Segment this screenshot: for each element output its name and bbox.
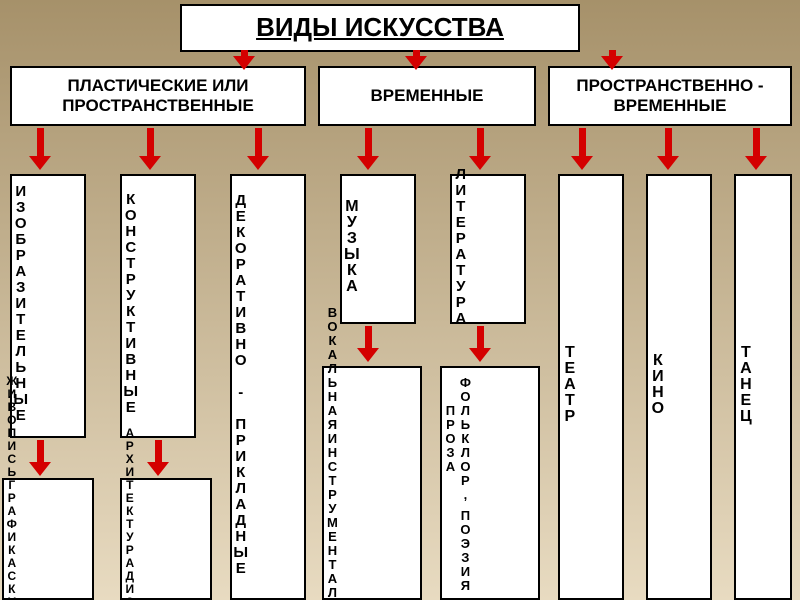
leaf-zhiv-label: ЖИВОПИСЬГРАФИКАСКУЛЬПТУРА <box>4 374 18 600</box>
arrow-shaft <box>155 440 162 462</box>
cat-spacetime-label: ПРОСТРАНСТВЕННО -ВРЕМЕННЫЕ <box>576 76 763 115</box>
leaf-dekor-label: ДЕКОРАТИВНО - ПРИКЛАДНЫЕ <box>232 192 249 576</box>
arrow-down-icon <box>469 128 491 170</box>
leaf-vokal: ВОКАЛЬНАЯИНСТРУМЕНТАЛЬНАЯ <box>322 366 422 600</box>
leaf-folk-line: ПОЭЗИЯ <box>442 508 472 592</box>
arrow-head <box>469 156 491 170</box>
cat-temporal-label: ВРЕМЕННЫЕ <box>371 86 484 106</box>
leaf-folk: ФОЛЬКЛОР, ПРОЗАПОЭЗИЯ <box>440 366 540 600</box>
arrow-shaft <box>37 440 44 462</box>
arrow-shaft <box>477 326 484 348</box>
arrow-down-icon <box>139 128 161 170</box>
arrow-head <box>147 462 169 476</box>
arrow-head <box>657 156 679 170</box>
arrow-down-icon <box>657 128 679 170</box>
cat-plastic-line: ПЛАСТИЧЕСКИЕ ИЛИ <box>62 76 254 96</box>
cat-plastic-line: ПРОСТРАНСТВЕННЫЕ <box>62 96 254 116</box>
cat-plastic: ПЛАСТИЧЕСКИЕ ИЛИПРОСТРАНСТВЕННЫЕ <box>10 66 306 126</box>
arrow-down-icon <box>29 440 51 476</box>
leaf-arch: АРХИТЕКТУРАДИЗАЙН <box>120 478 212 600</box>
arrow-down-icon <box>357 128 379 170</box>
leaf-zhiv: ЖИВОПИСЬГРАФИКАСКУЛЬПТУРА <box>2 478 94 600</box>
leaf-teatr-label: ТЕАТР <box>560 344 578 424</box>
leaf-teatr: ТЕАТР <box>558 174 624 600</box>
arrow-down-icon <box>469 326 491 362</box>
leaf-zhiv-line: ЖИВОПИСЬ <box>4 374 18 478</box>
leaf-zhiv-line: ГРАФИКА <box>4 478 18 569</box>
cat-temporal-line: ВРЕМЕННЫЕ <box>371 86 484 106</box>
leaf-muzyka-label: МУЗЫКА <box>342 198 360 294</box>
diagram-canvas: ВИДЫ ИСКУССТВАПЛАСТИЧЕСКИЕ ИЛИПРОСТРАНСТ… <box>0 0 800 600</box>
arrow-shaft <box>147 128 154 156</box>
arrow-shaft <box>255 128 262 156</box>
arrow-head <box>139 156 161 170</box>
leaf-zhiv-line: СКУЛЬПТУРА <box>4 569 18 600</box>
arrow-down-icon <box>247 128 269 170</box>
leaf-liter-label: ЛИТЕРАТУРА <box>452 166 469 326</box>
arrow-head <box>469 348 491 362</box>
leaf-vokal-line: ВОКАЛЬНАЯ <box>324 305 339 431</box>
leaf-liter: ЛИТЕРАТУРА <box>450 174 526 324</box>
cat-spacetime-line: ВРЕМЕННЫЕ <box>576 96 763 116</box>
leaf-tanec: ТАНЕЦ <box>734 174 792 600</box>
title-text: ВИДЫ ИСКУССТВА <box>256 13 504 43</box>
cat-temporal: ВРЕМЕННЫЕ <box>318 66 536 126</box>
arrow-down-icon <box>405 50 427 70</box>
arrow-shaft <box>753 128 760 156</box>
arrow-down-icon <box>745 128 767 170</box>
cat-spacetime-line: ПРОСТРАНСТВЕННО - <box>576 76 763 96</box>
arrow-down-icon <box>233 50 255 70</box>
arrow-shaft <box>365 326 372 348</box>
title-box: ВИДЫ ИСКУССТВА <box>180 4 580 52</box>
leaf-konstr-label: КОНСТРУКТИВНЫЕ <box>122 191 139 415</box>
leaf-dekor: ДЕКОРАТИВНО - ПРИКЛАДНЫЕ <box>230 174 306 600</box>
leaf-konstr: КОНСТРУКТИВНЫЕ <box>120 174 196 438</box>
leaf-vokal-label: ВОКАЛЬНАЯИНСТРУМЕНТАЛЬНАЯ <box>324 305 339 600</box>
leaf-folk-label: ФОЛЬКЛОР, ПРОЗАПОЭЗИЯ <box>442 368 472 592</box>
arrow-down-icon <box>571 128 593 170</box>
arrow-shaft <box>665 128 672 156</box>
arrow-down-icon <box>357 326 379 362</box>
leaf-folk-line: ФОЛЬКЛОР, ПРОЗА <box>442 368 472 508</box>
leaf-arch-label: АРХИТЕКТУРАДИЗАЙН <box>122 426 136 600</box>
arrow-down-icon <box>29 128 51 170</box>
leaf-muzyka: МУЗЫКА <box>340 174 416 324</box>
arrow-head <box>357 156 379 170</box>
arrow-head <box>745 156 767 170</box>
arrow-head <box>405 56 427 70</box>
arrow-head <box>29 156 51 170</box>
arrow-shaft <box>37 128 44 156</box>
arrow-head <box>247 156 269 170</box>
arrow-shaft <box>365 128 372 156</box>
arrow-down-icon <box>601 50 623 70</box>
arrow-head <box>601 56 623 70</box>
arrow-shaft <box>477 128 484 156</box>
arrow-head <box>357 348 379 362</box>
leaf-kino: КИНО <box>646 174 712 600</box>
leaf-vokal-line: ИНСТРУМЕНТАЛЬНАЯ <box>324 431 339 600</box>
leaf-kino-label: КИНО <box>648 352 666 416</box>
arrow-head <box>29 462 51 476</box>
arrow-shaft <box>579 128 586 156</box>
leaf-arch-line: АРХИТЕКТУРА <box>122 426 136 569</box>
cat-plastic-label: ПЛАСТИЧЕСКИЕ ИЛИПРОСТРАНСТВЕННЫЕ <box>62 76 254 115</box>
leaf-izo: ИЗОБРАЗИТЕЛЬНЫЕ <box>10 174 86 438</box>
leaf-arch-line: ДИЗАЙН <box>122 569 136 600</box>
arrow-down-icon <box>147 440 169 476</box>
arrow-head <box>571 156 593 170</box>
leaf-tanec-label: ТАНЕЦ <box>736 344 754 424</box>
cat-spacetime: ПРОСТРАНСТВЕННО -ВРЕМЕННЫЕ <box>548 66 792 126</box>
arrow-head <box>233 56 255 70</box>
